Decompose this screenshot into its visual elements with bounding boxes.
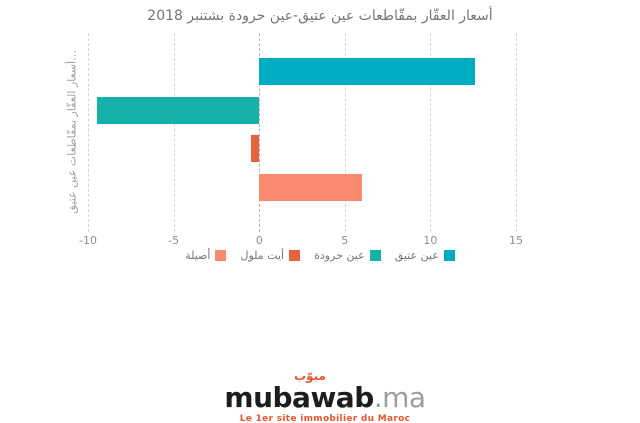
x-tick-label-15: 15 xyxy=(509,234,523,247)
x-tick-label-0: 0 xyxy=(255,234,263,247)
gridline--10 xyxy=(88,33,89,232)
gridline-5 xyxy=(344,33,346,232)
legend-label-3: أصيلة xyxy=(185,249,211,262)
gridline-15 xyxy=(516,33,517,232)
logo-tagline: Le 1er site immobilier du Maroc xyxy=(239,414,411,423)
legend-item-3[interactable]: أصيلة xyxy=(185,249,227,262)
x-tick-label--10: -10 xyxy=(79,234,97,247)
logo-arabic-mark: مبوّب xyxy=(294,369,326,383)
bar-series-1[interactable] xyxy=(96,97,260,124)
legend-label-1: عين حرودة xyxy=(314,249,365,262)
legend-swatch-2 xyxy=(289,250,301,261)
legend-item-1[interactable]: عين حرودة xyxy=(314,249,381,262)
bar-series-3[interactable] xyxy=(259,174,362,201)
gridline--5 xyxy=(173,33,175,232)
gridline-10 xyxy=(430,33,432,232)
legend-swatch-3 xyxy=(215,250,227,261)
logo-brand-text: mubawab xyxy=(224,381,374,414)
x-tick-label-10: 10 xyxy=(423,234,438,247)
logo-tld-text: .ma xyxy=(373,381,426,414)
legend-label-2: أيت ملول xyxy=(240,249,285,262)
price-bar-chart: أسعار العقّار بمقّاطعات عين عتيق... -10-… xyxy=(65,33,523,248)
gridline-0 xyxy=(259,33,261,232)
logo-wordmark: mubawab.ma xyxy=(10,383,640,413)
plot-area xyxy=(88,33,517,232)
legend: عين عتيق عين حرودة أيت ملول أصيلة xyxy=(0,249,640,262)
chart-title: أسعار العقّار بمقّاطعات عين عتيق-عين حرو… xyxy=(147,8,493,24)
legend-label-0: عين عتيق xyxy=(394,249,439,262)
legend-swatch-1 xyxy=(369,250,381,261)
y-axis-title: أسعار العقّار بمقّاطعات عين عتيق... xyxy=(65,50,79,214)
bar-series-2[interactable] xyxy=(250,135,260,162)
bar-series-0[interactable] xyxy=(259,58,475,85)
legend-item-2[interactable]: أيت ملول xyxy=(240,249,301,262)
legend-swatch-0 xyxy=(443,250,455,261)
mubawab-logo: مبوّب mubawab.ma Le 1er site immobilier … xyxy=(0,370,640,423)
x-axis: -10 -5 0 5 10 15 xyxy=(79,234,523,248)
legend-item-0[interactable]: عين عتيق xyxy=(395,249,455,262)
x-tick-label-5: 5 xyxy=(341,234,349,247)
x-tick-label--5: -5 xyxy=(168,234,180,247)
